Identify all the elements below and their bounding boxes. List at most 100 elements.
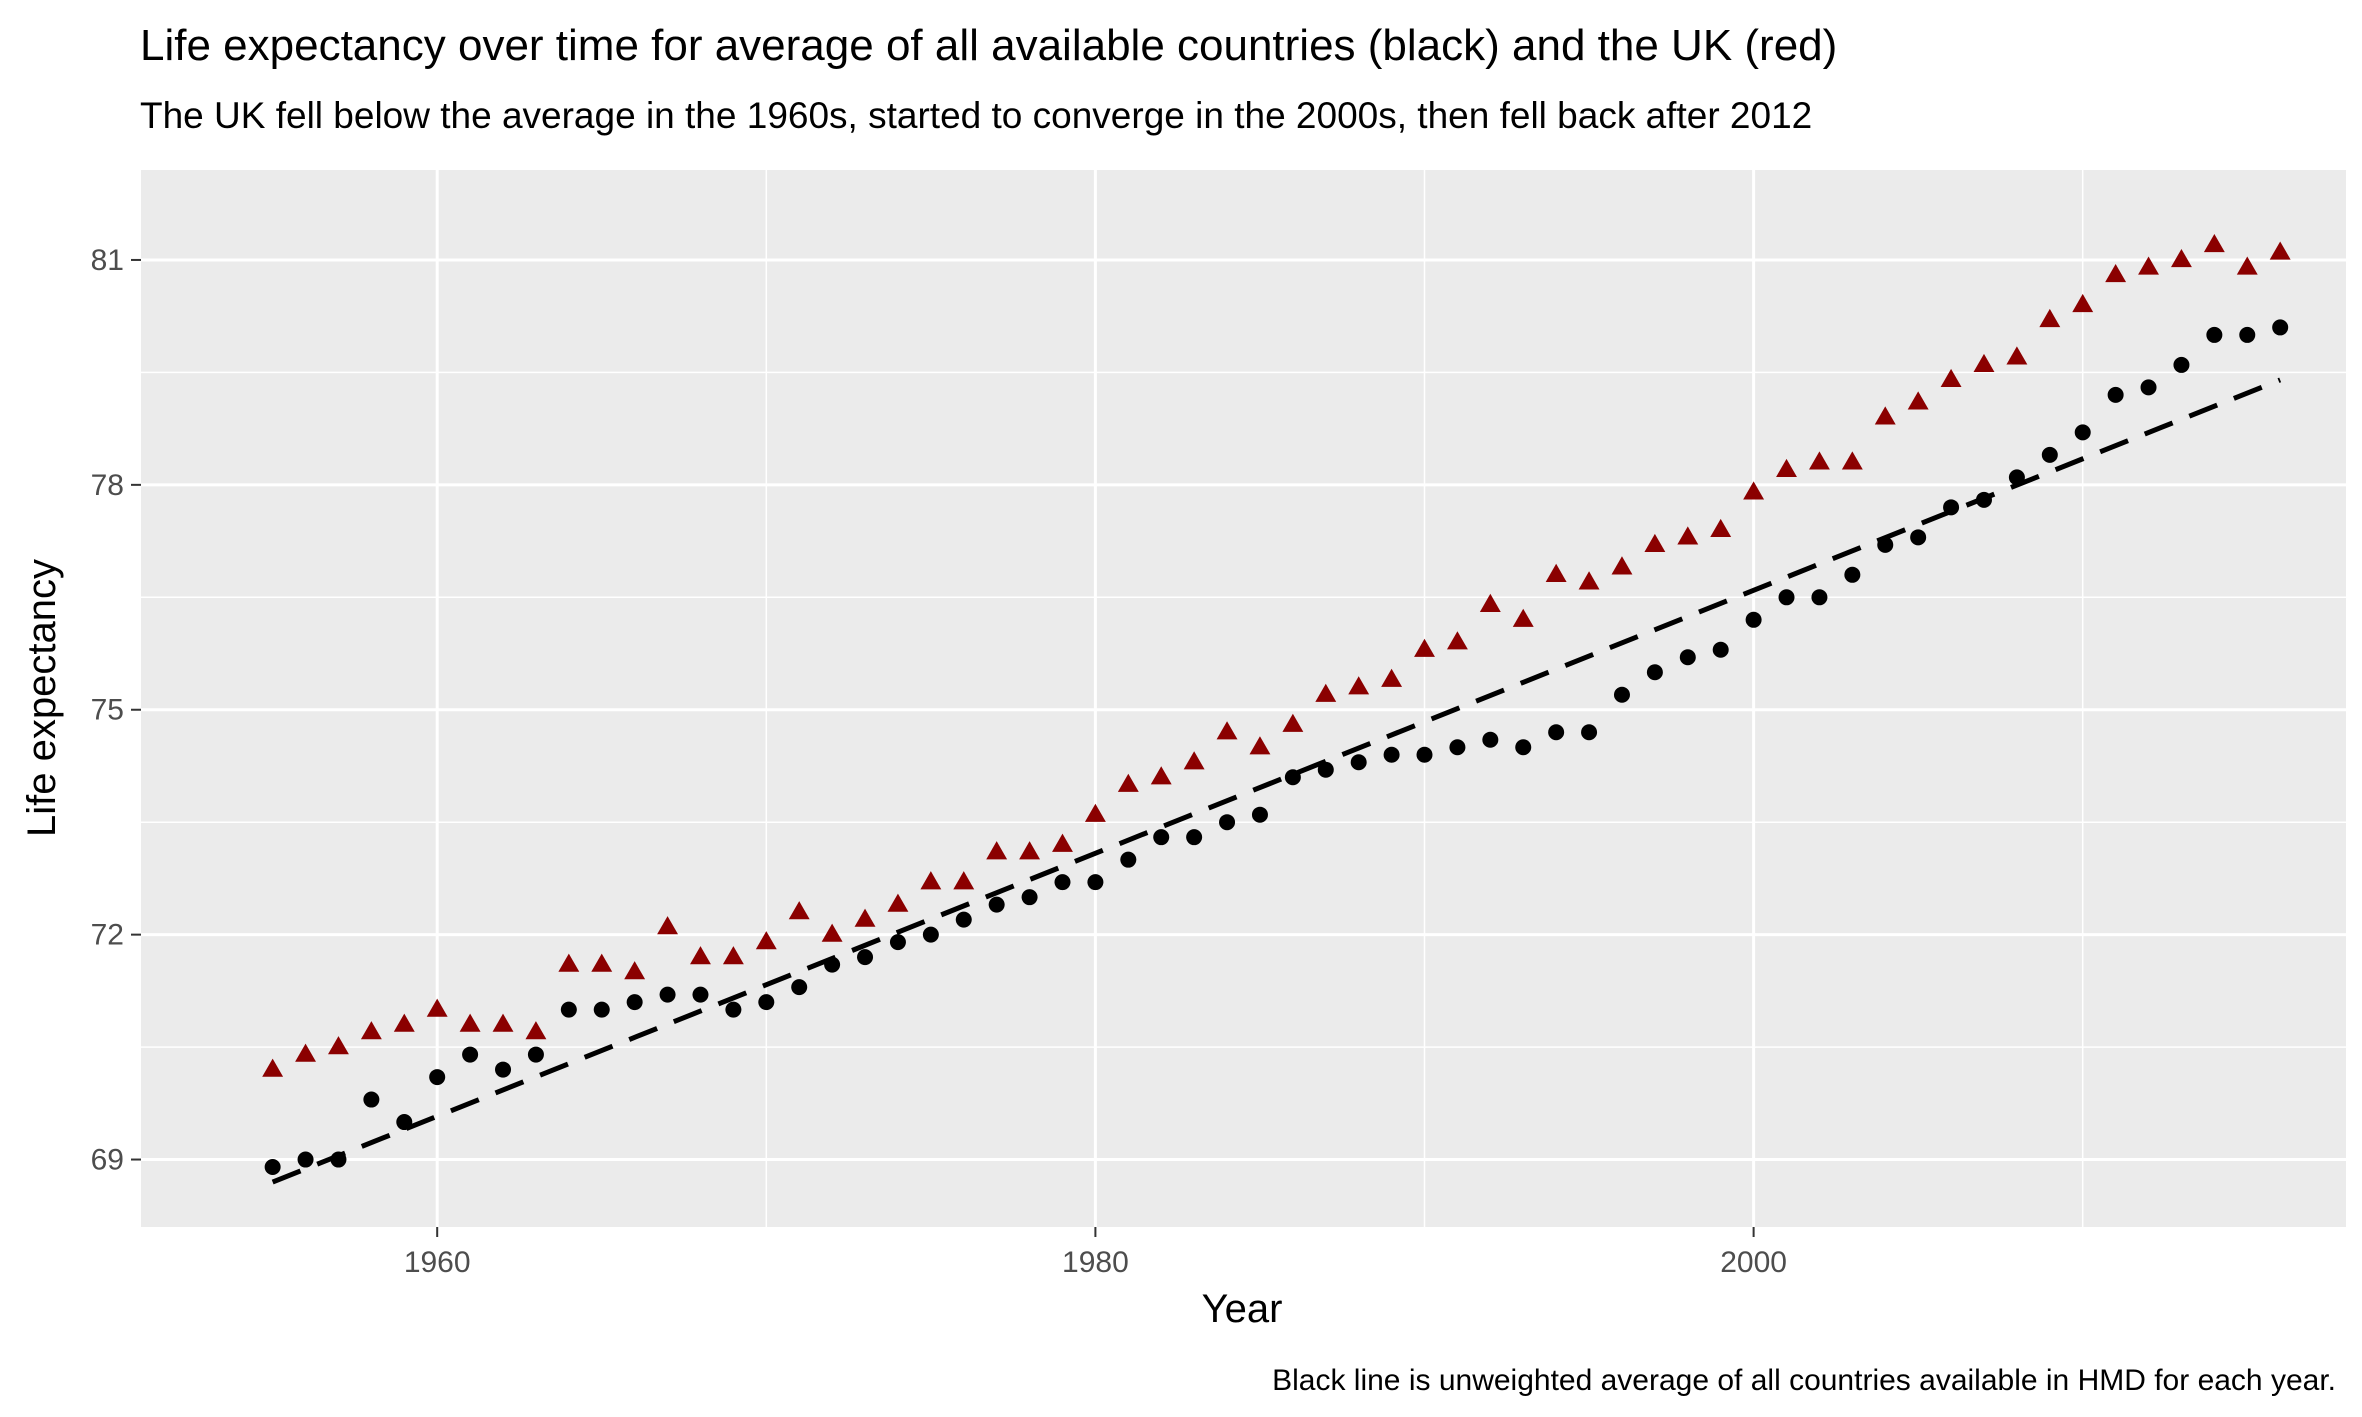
average-point bbox=[791, 979, 808, 996]
average-point bbox=[1186, 829, 1203, 846]
uk-point bbox=[1315, 683, 1337, 702]
data-points-layer bbox=[262, 233, 2291, 1176]
average-point bbox=[1153, 829, 1170, 846]
average-point bbox=[922, 926, 939, 943]
uk-point bbox=[1512, 608, 1534, 627]
uk-point bbox=[1117, 773, 1139, 792]
uk-point bbox=[920, 871, 942, 890]
uk-point bbox=[525, 1021, 547, 1040]
average-point bbox=[363, 1091, 380, 1108]
uk-point bbox=[1808, 451, 1830, 470]
chart-title: Life expectancy over time for average of… bbox=[140, 21, 1837, 70]
average-point bbox=[1284, 769, 1301, 786]
uk-point bbox=[953, 871, 975, 890]
x-axis: 1960 1980 2000 bbox=[404, 1227, 1787, 1279]
average-point bbox=[2041, 446, 2058, 463]
uk-point bbox=[788, 901, 810, 920]
average-point bbox=[1844, 566, 1861, 583]
uk-point bbox=[1019, 841, 1041, 860]
average-point bbox=[2008, 469, 2025, 486]
average-point bbox=[1317, 761, 1334, 778]
y-tick-label: 75 bbox=[91, 694, 124, 727]
uk-point bbox=[887, 893, 909, 912]
uk-point bbox=[1710, 518, 1732, 537]
average-point bbox=[1515, 739, 1532, 756]
average-trend-line bbox=[271, 377, 2282, 1185]
average-point bbox=[1910, 529, 1927, 546]
uk-point bbox=[1183, 751, 1205, 770]
uk-point bbox=[657, 916, 679, 935]
uk-point bbox=[1282, 713, 1304, 732]
average-point bbox=[1581, 724, 1598, 741]
average-point bbox=[1350, 754, 1367, 771]
uk-point bbox=[821, 923, 843, 942]
uk-point bbox=[2039, 308, 2061, 328]
uk-point bbox=[2105, 263, 2127, 283]
average-point bbox=[1449, 739, 1466, 756]
average-point bbox=[626, 994, 643, 1011]
uk-point bbox=[1677, 526, 1699, 545]
average-point bbox=[889, 934, 906, 951]
uk-point bbox=[1348, 676, 1370, 695]
average-point bbox=[955, 911, 972, 928]
uk-point bbox=[854, 908, 876, 927]
uk-point bbox=[1446, 631, 1468, 650]
average-point bbox=[1416, 746, 1433, 763]
average-point bbox=[1021, 889, 1038, 906]
uk-point bbox=[591, 953, 613, 972]
chart-caption: Black line is unweighted average of all … bbox=[1272, 1364, 2336, 1397]
average-point bbox=[462, 1046, 479, 1063]
uk-point bbox=[2006, 346, 2028, 365]
average-point bbox=[758, 994, 775, 1011]
uk-point bbox=[690, 946, 711, 965]
uk-point bbox=[1874, 406, 1896, 425]
average-point bbox=[330, 1151, 347, 1168]
average-point bbox=[1975, 491, 1992, 508]
uk-point bbox=[1776, 458, 1797, 478]
uk-point bbox=[1052, 833, 1073, 852]
uk-point bbox=[360, 1021, 382, 1040]
average-point bbox=[593, 1001, 610, 1018]
average-point bbox=[988, 896, 1005, 913]
average-point bbox=[2206, 326, 2223, 343]
uk-point bbox=[2269, 241, 2291, 260]
uk-point bbox=[1644, 533, 1666, 552]
average-point bbox=[2074, 424, 2091, 441]
average-point bbox=[1745, 611, 1762, 628]
average-point bbox=[1943, 499, 1960, 516]
average-point bbox=[429, 1069, 446, 1086]
uk-point bbox=[1907, 391, 1929, 410]
uk-point bbox=[722, 946, 744, 965]
average-point bbox=[396, 1114, 413, 1131]
uk-point bbox=[755, 931, 777, 950]
x-tick-label: 2000 bbox=[1720, 1246, 1787, 1279]
average-point bbox=[1251, 806, 1268, 823]
uk-point bbox=[1743, 481, 1765, 500]
average-point bbox=[560, 1001, 577, 1018]
uk-point bbox=[1249, 736, 1271, 755]
uk-point bbox=[1611, 556, 1633, 575]
average-point bbox=[1087, 874, 1104, 891]
y-tick-label: 69 bbox=[91, 1144, 124, 1177]
average-point bbox=[297, 1151, 314, 1168]
average-point bbox=[857, 949, 874, 966]
y-axis: 69 72 75 78 81 bbox=[91, 244, 141, 1177]
uk-point bbox=[1150, 766, 1172, 785]
uk-point bbox=[1973, 353, 1995, 373]
uk-point bbox=[426, 998, 448, 1017]
uk-point bbox=[328, 1036, 349, 1055]
average-point bbox=[264, 1159, 281, 1176]
uk-point bbox=[2170, 248, 2192, 268]
uk-point bbox=[459, 1013, 481, 1032]
average-point bbox=[1120, 851, 1137, 868]
average-point bbox=[1482, 731, 1499, 748]
average-point bbox=[824, 956, 841, 973]
average-point bbox=[495, 1061, 512, 1078]
average-point bbox=[1877, 536, 1894, 553]
y-tick-label: 81 bbox=[91, 244, 124, 277]
average-point bbox=[2239, 326, 2256, 343]
major-gridlines bbox=[141, 170, 2346, 1227]
average-trend-layer bbox=[271, 377, 2282, 1185]
average-point bbox=[1712, 641, 1729, 658]
